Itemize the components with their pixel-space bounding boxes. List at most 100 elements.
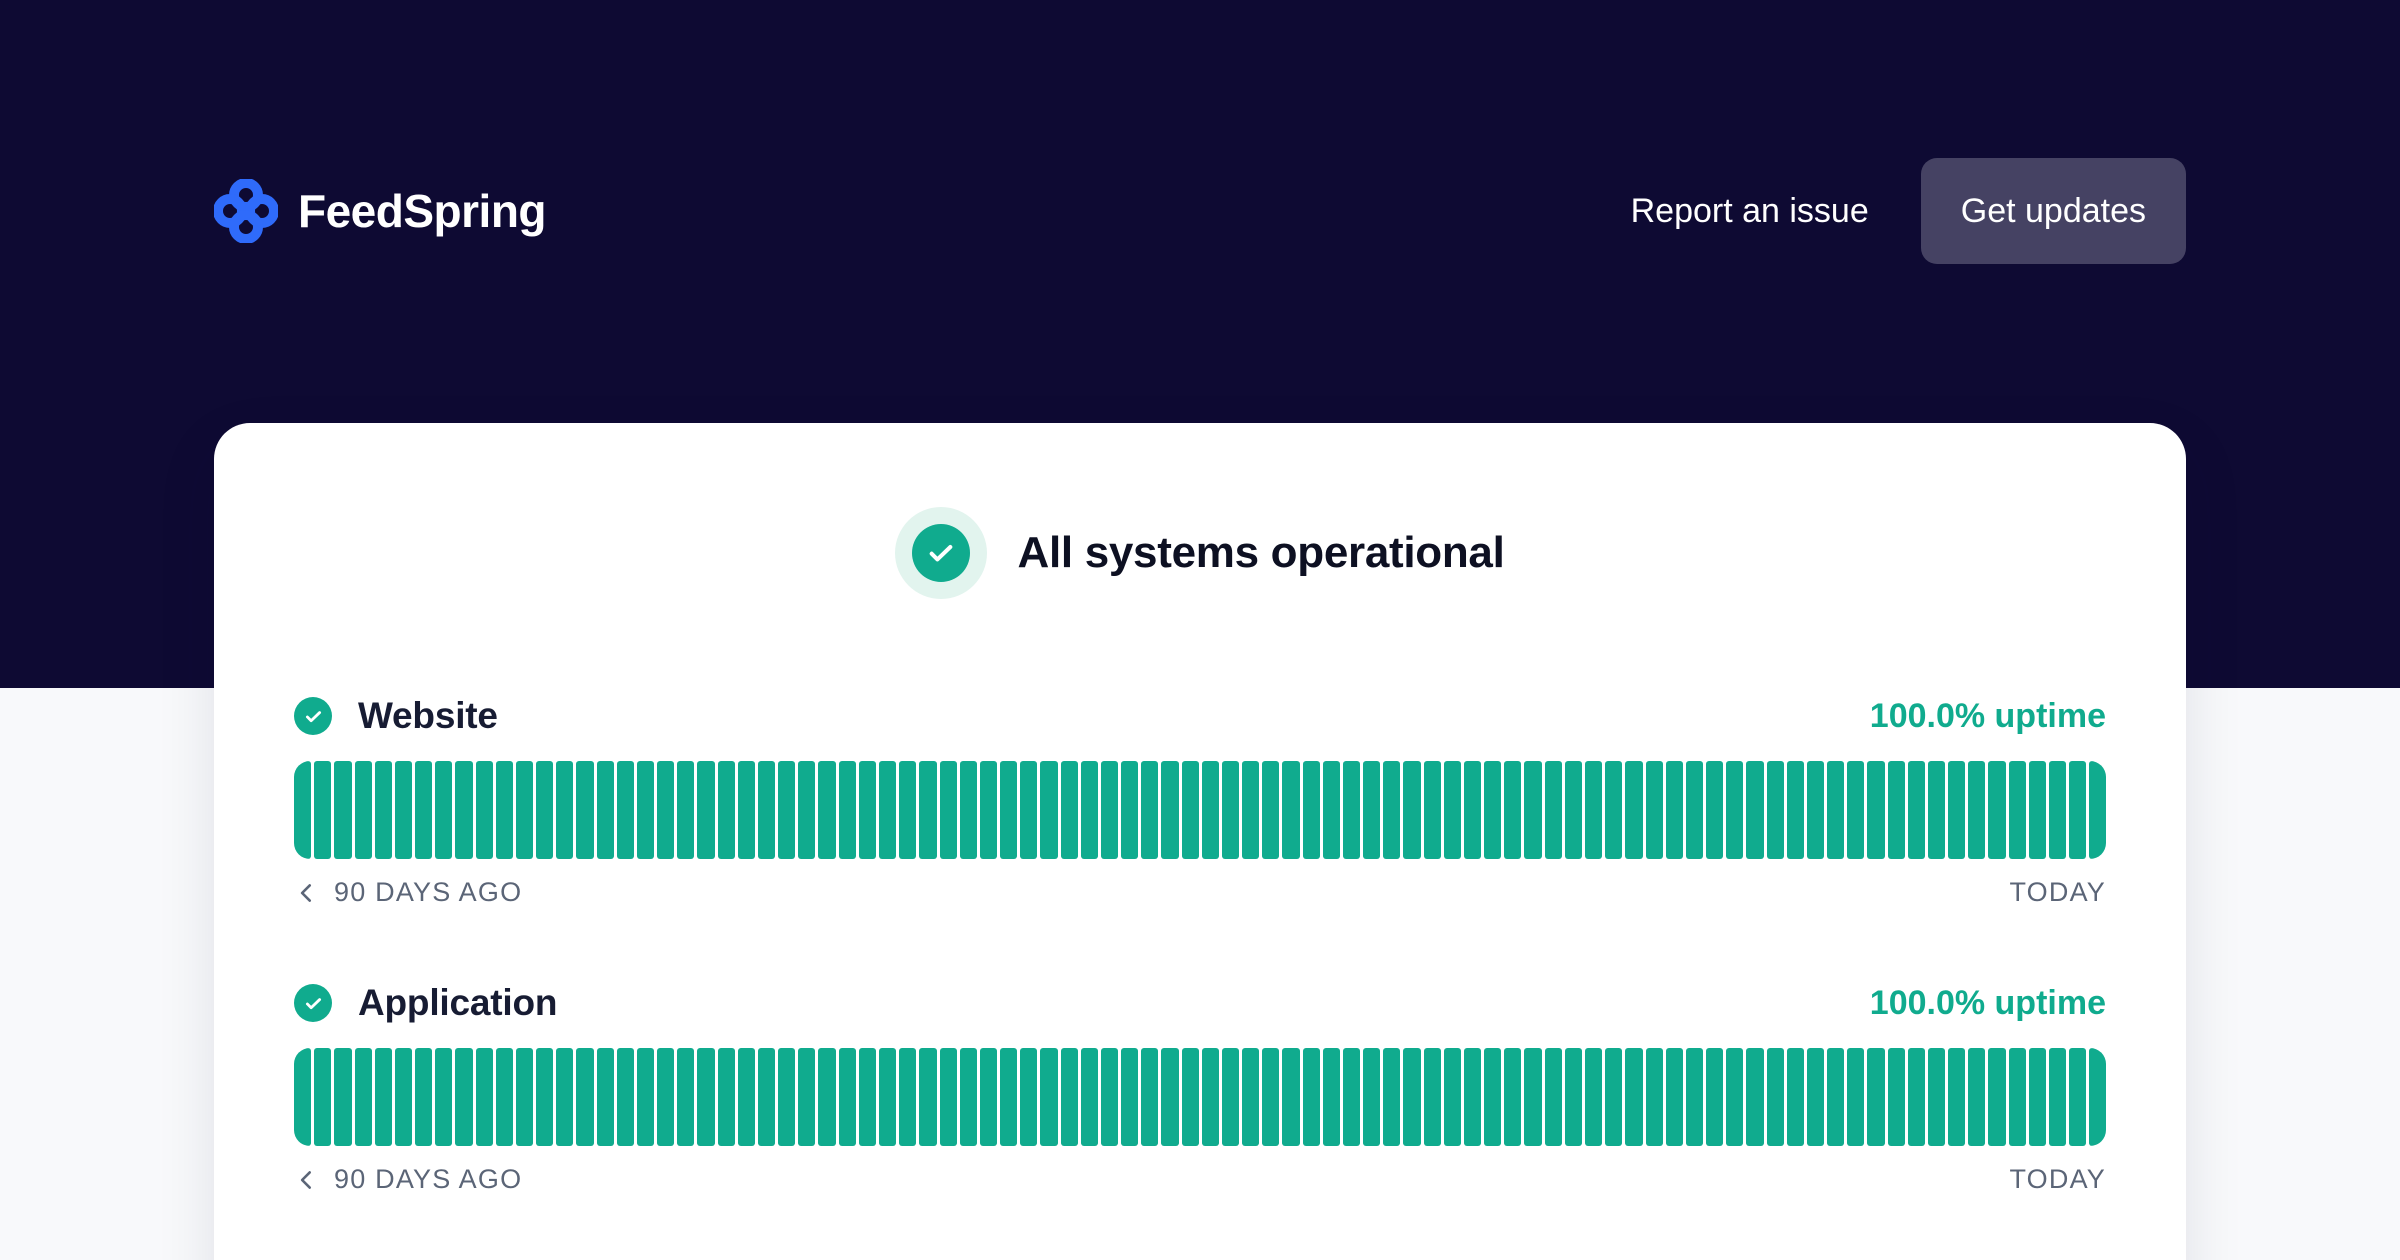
uptime-day-segment[interactable] <box>1201 1048 1219 1146</box>
uptime-day-segment[interactable] <box>1221 761 1240 859</box>
uptime-day-segment[interactable] <box>2089 1048 2106 1146</box>
uptime-day-segment[interactable] <box>1564 761 1582 859</box>
uptime-day-segment[interactable] <box>1242 1048 1260 1146</box>
uptime-day-segment[interactable] <box>1181 761 1199 859</box>
uptime-day-segment[interactable] <box>757 1048 776 1146</box>
chevron-left-icon[interactable] <box>294 1167 320 1193</box>
uptime-day-segment[interactable] <box>1968 761 1986 859</box>
uptime-day-segment[interactable] <box>1363 761 1381 859</box>
uptime-day-segment[interactable] <box>435 1048 453 1146</box>
uptime-day-segment[interactable] <box>1968 1048 1986 1146</box>
uptime-day-segment[interactable] <box>878 761 897 859</box>
uptime-day-segment[interactable] <box>1463 761 1482 859</box>
chevron-left-icon[interactable] <box>294 880 320 906</box>
uptime-day-segment[interactable] <box>1887 1048 1905 1146</box>
uptime-day-segment[interactable] <box>1181 1048 1199 1146</box>
uptime-day-segment[interactable] <box>1443 1048 1461 1146</box>
uptime-day-segment[interactable] <box>536 1048 554 1146</box>
uptime-day-segment[interactable] <box>798 1048 816 1146</box>
uptime-day-segment[interactable] <box>919 761 937 859</box>
uptime-day-segment[interactable] <box>677 761 695 859</box>
uptime-day-segment[interactable] <box>1585 1048 1603 1146</box>
uptime-day-segment[interactable] <box>899 1048 917 1146</box>
uptime-day-segment[interactable] <box>657 761 675 859</box>
uptime-day-segment[interactable] <box>1141 1048 1159 1146</box>
uptime-day-segment[interactable] <box>939 1048 957 1146</box>
uptime-day-segment[interactable] <box>536 761 554 859</box>
uptime-day-segment[interactable] <box>717 1048 735 1146</box>
uptime-day-segment[interactable] <box>1665 761 1683 859</box>
uptime-history-bar[interactable] <box>294 1048 2106 1146</box>
uptime-day-segment[interactable] <box>1706 761 1724 859</box>
uptime-day-segment[interactable] <box>959 761 977 859</box>
uptime-day-segment[interactable] <box>1302 1048 1320 1146</box>
uptime-day-segment[interactable] <box>1000 761 1018 859</box>
uptime-day-segment[interactable] <box>1544 1048 1562 1146</box>
uptime-day-segment[interactable] <box>2089 761 2106 859</box>
uptime-day-segment[interactable] <box>596 1048 614 1146</box>
uptime-day-segment[interactable] <box>1685 1048 1704 1146</box>
uptime-day-segment[interactable] <box>979 761 998 859</box>
uptime-day-segment[interactable] <box>757 761 776 859</box>
uptime-day-segment[interactable] <box>657 1048 675 1146</box>
uptime-day-segment[interactable] <box>1020 761 1038 859</box>
uptime-day-segment[interactable] <box>1927 761 1946 859</box>
uptime-day-segment[interactable] <box>1080 1048 1098 1146</box>
uptime-day-segment[interactable] <box>2028 761 2046 859</box>
uptime-day-segment[interactable] <box>1100 761 1119 859</box>
uptime-day-segment[interactable] <box>778 1048 796 1146</box>
uptime-day-segment[interactable] <box>1161 1048 1179 1146</box>
uptime-day-segment[interactable] <box>334 761 352 859</box>
uptime-day-segment[interactable] <box>515 1048 534 1146</box>
uptime-day-segment[interactable] <box>636 1048 655 1146</box>
uptime-day-segment[interactable] <box>1060 1048 1078 1146</box>
uptime-day-segment[interactable] <box>1927 1048 1946 1146</box>
uptime-day-segment[interactable] <box>1706 1048 1724 1146</box>
uptime-day-segment[interactable] <box>697 761 715 859</box>
uptime-day-segment[interactable] <box>616 761 634 859</box>
uptime-day-segment[interactable] <box>1867 1048 1885 1146</box>
uptime-day-segment[interactable] <box>1141 761 1159 859</box>
uptime-day-segment[interactable] <box>495 761 513 859</box>
uptime-day-segment[interactable] <box>314 761 332 859</box>
uptime-history-bar[interactable] <box>294 761 2106 859</box>
uptime-day-segment[interactable] <box>939 761 957 859</box>
uptime-day-segment[interactable] <box>2008 761 2026 859</box>
uptime-day-segment[interactable] <box>1383 761 1401 859</box>
uptime-day-segment[interactable] <box>1887 761 1905 859</box>
uptime-day-segment[interactable] <box>1322 1048 1340 1146</box>
uptime-day-segment[interactable] <box>1020 1048 1038 1146</box>
uptime-day-segment[interactable] <box>556 1048 574 1146</box>
uptime-day-segment[interactable] <box>1342 1048 1361 1146</box>
uptime-day-segment[interactable] <box>2028 1048 2046 1146</box>
uptime-day-segment[interactable] <box>596 761 614 859</box>
uptime-day-segment[interactable] <box>1726 761 1744 859</box>
uptime-day-segment[interactable] <box>294 761 312 859</box>
uptime-day-segment[interactable] <box>838 761 856 859</box>
uptime-day-segment[interactable] <box>818 1048 836 1146</box>
uptime-day-segment[interactable] <box>1665 1048 1683 1146</box>
uptime-day-segment[interactable] <box>1625 761 1643 859</box>
uptime-day-segment[interactable] <box>1806 761 1825 859</box>
uptime-day-segment[interactable] <box>1847 1048 1865 1146</box>
brand-logo[interactable]: FeedSpring <box>214 179 547 243</box>
uptime-day-segment[interactable] <box>1282 1048 1300 1146</box>
uptime-day-segment[interactable] <box>1746 761 1764 859</box>
uptime-day-segment[interactable] <box>1605 1048 1623 1146</box>
uptime-day-segment[interactable] <box>475 1048 493 1146</box>
uptime-day-segment[interactable] <box>394 761 413 859</box>
uptime-day-segment[interactable] <box>1262 761 1280 859</box>
uptime-day-segment[interactable] <box>1463 1048 1482 1146</box>
uptime-day-segment[interactable] <box>1988 761 2006 859</box>
uptime-day-segment[interactable] <box>1443 761 1461 859</box>
uptime-day-segment[interactable] <box>919 1048 937 1146</box>
uptime-day-segment[interactable] <box>1080 761 1098 859</box>
uptime-day-segment[interactable] <box>1423 1048 1441 1146</box>
uptime-day-segment[interactable] <box>838 1048 856 1146</box>
uptime-day-segment[interactable] <box>1907 761 1925 859</box>
uptime-day-segment[interactable] <box>576 761 594 859</box>
uptime-day-segment[interactable] <box>818 761 836 859</box>
uptime-day-segment[interactable] <box>1221 1048 1240 1146</box>
uptime-day-segment[interactable] <box>475 761 493 859</box>
uptime-day-segment[interactable] <box>1827 1048 1845 1146</box>
